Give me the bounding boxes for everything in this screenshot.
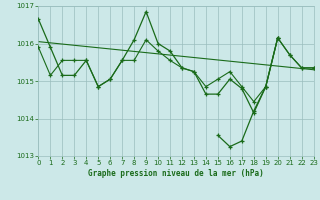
X-axis label: Graphe pression niveau de la mer (hPa): Graphe pression niveau de la mer (hPa): [88, 169, 264, 178]
